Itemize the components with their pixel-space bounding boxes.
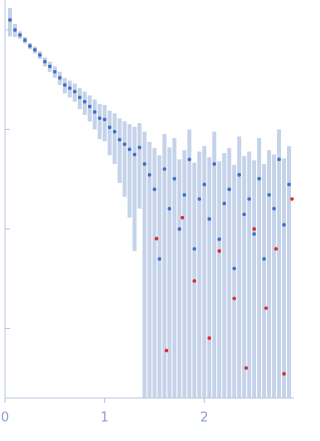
data-point: [217, 249, 222, 253]
data-point: [252, 232, 256, 236]
data-point: [257, 176, 261, 181]
data-point: [127, 147, 132, 152]
x-tick-label: 2: [200, 411, 208, 426]
data-point: [117, 137, 122, 142]
data-point: [87, 104, 92, 109]
data-point: [172, 176, 177, 181]
data-point: [197, 197, 202, 201]
data-point: [242, 212, 246, 217]
data-point: [177, 227, 182, 231]
data-point: [107, 125, 112, 130]
data-point: [132, 152, 137, 157]
data-point: [142, 162, 147, 166]
data-point: [202, 182, 207, 187]
data-point: [154, 236, 159, 241]
data-point: [192, 247, 197, 251]
data-point: [33, 48, 37, 52]
data-point: [182, 193, 187, 197]
data-point: [58, 76, 62, 80]
data-point: [72, 89, 77, 94]
data-point: [264, 306, 268, 310]
data-point: [77, 95, 82, 100]
data-point: [222, 201, 227, 206]
data-point: [97, 116, 102, 120]
data-point: [122, 142, 127, 147]
chart: 0 1 2: [1, 0, 294, 426]
data-point: [67, 86, 72, 90]
data-point: [247, 197, 251, 201]
data-point: [290, 197, 294, 201]
data-point: [48, 64, 52, 69]
data-point: [137, 145, 142, 150]
data-point: [164, 348, 169, 353]
data-point: [274, 247, 278, 251]
data-point: [207, 217, 212, 221]
data-point: [112, 129, 117, 134]
data-point: [217, 237, 222, 241]
data-point: [212, 162, 217, 166]
data-point: [267, 193, 271, 197]
data-point: [167, 206, 172, 211]
data-point: [157, 257, 162, 261]
data-point: [23, 38, 27, 42]
data-point: [152, 187, 157, 192]
data-point: [277, 157, 281, 162]
data-point: [38, 53, 42, 57]
data-point: [53, 69, 57, 74]
data-point: [62, 83, 67, 87]
data-point: [262, 257, 266, 261]
data-point: [192, 279, 197, 283]
data-point: [28, 44, 32, 48]
data-point: [18, 33, 22, 37]
data-point: [237, 173, 241, 177]
data-point: [82, 99, 87, 104]
data-point: [252, 227, 256, 231]
data-point: [232, 266, 237, 271]
data-point: [162, 167, 167, 171]
data-point: [207, 336, 212, 340]
x-tick-label: 0: [1, 411, 9, 426]
data-point: [180, 215, 185, 220]
data-point: [282, 223, 286, 227]
data-point: [92, 110, 97, 114]
data-point: [102, 117, 107, 122]
data-point: [187, 157, 192, 162]
data-point: [272, 206, 276, 211]
data-point: [244, 366, 248, 370]
data-point: [227, 187, 232, 192]
data-point: [43, 59, 47, 64]
data-point: [8, 18, 12, 22]
data-point: [287, 182, 291, 187]
data-point: [13, 28, 17, 32]
x-tick-label: 1: [101, 411, 109, 426]
data-point: [232, 296, 237, 301]
data-point: [282, 372, 286, 376]
data-point: [147, 173, 152, 177]
